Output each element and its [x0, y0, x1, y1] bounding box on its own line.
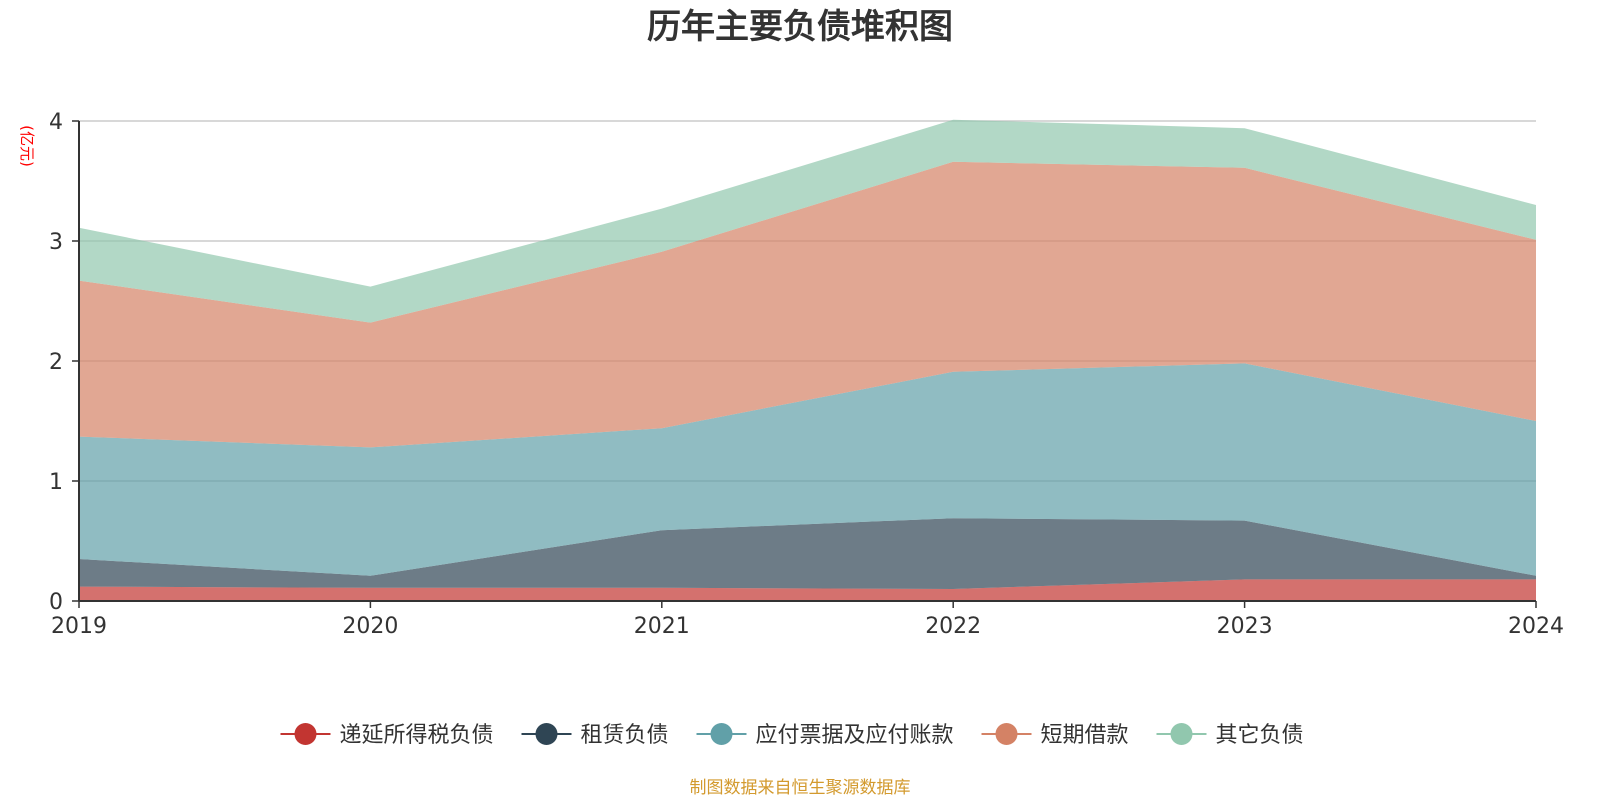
legend-label: 应付票据及应付账款 — [756, 723, 954, 748]
legend: 递延所得税负债 租赁负债 应付票据及应付账款 短期借款 其它负债 — [280, 723, 1304, 748]
legend-label: 租赁负债 — [581, 723, 669, 748]
area-3 — [79, 363, 1536, 576]
legend-item-1: 递延所得税负债 — [280, 723, 494, 748]
area-4 — [79, 161, 1536, 448]
legend-item-2: 租赁负债 — [521, 723, 669, 748]
area-1 — [79, 579, 1536, 601]
legend-marker — [995, 723, 1018, 745]
legend-label: 短期借款 — [1041, 723, 1129, 748]
x-tick-label: 2020 — [342, 614, 398, 639]
area-series — [79, 119, 1536, 601]
legend-marker — [294, 723, 317, 745]
legend-label: 其它负债 — [1216, 723, 1304, 748]
x-tick-label: 2023 — [1217, 614, 1273, 639]
source-note: 制图数据来自恒生聚源数据库 — [690, 778, 911, 798]
area-2 — [79, 518, 1536, 589]
x-tick-label: 2022 — [925, 614, 981, 639]
legend-item-5: 其它负债 — [1156, 723, 1304, 748]
legend-marker — [710, 723, 733, 745]
legend-label: 递延所得税负债 — [340, 723, 494, 748]
y-axis-unit: (亿元) — [18, 125, 36, 167]
x-tick-label: 2021 — [634, 614, 690, 639]
y-tick-label: 4 — [49, 110, 63, 135]
area-5 — [79, 119, 1536, 323]
y-tick-label: 3 — [49, 230, 63, 255]
y-tick-label: 0 — [49, 590, 63, 615]
y-tick-label: 2 — [49, 350, 63, 375]
legend-marker — [1170, 723, 1193, 745]
legend-marker — [535, 723, 558, 745]
y-tick-label: 1 — [49, 470, 63, 495]
x-tick-label: 2024 — [1508, 614, 1564, 639]
legend-item-3: 应付票据及应付账款 — [696, 723, 954, 748]
legend-item-4: 短期借款 — [981, 723, 1129, 748]
chart-title: 历年主要负债堆积图 — [647, 7, 953, 47]
axes: 0 1 2 3 4 2019 2020 2021 2022 2023 2024 — [49, 110, 1564, 639]
x-tick-label: 2019 — [51, 614, 107, 639]
